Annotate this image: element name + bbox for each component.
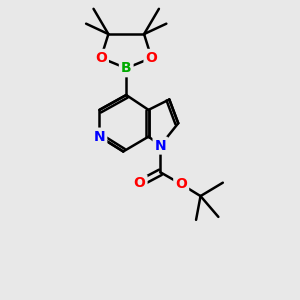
Text: O: O — [146, 51, 158, 65]
Text: O: O — [95, 51, 107, 65]
Text: O: O — [134, 176, 146, 190]
Text: N: N — [94, 130, 105, 144]
Text: O: O — [175, 177, 187, 191]
Text: N: N — [154, 139, 166, 152]
Text: B: B — [121, 61, 131, 75]
